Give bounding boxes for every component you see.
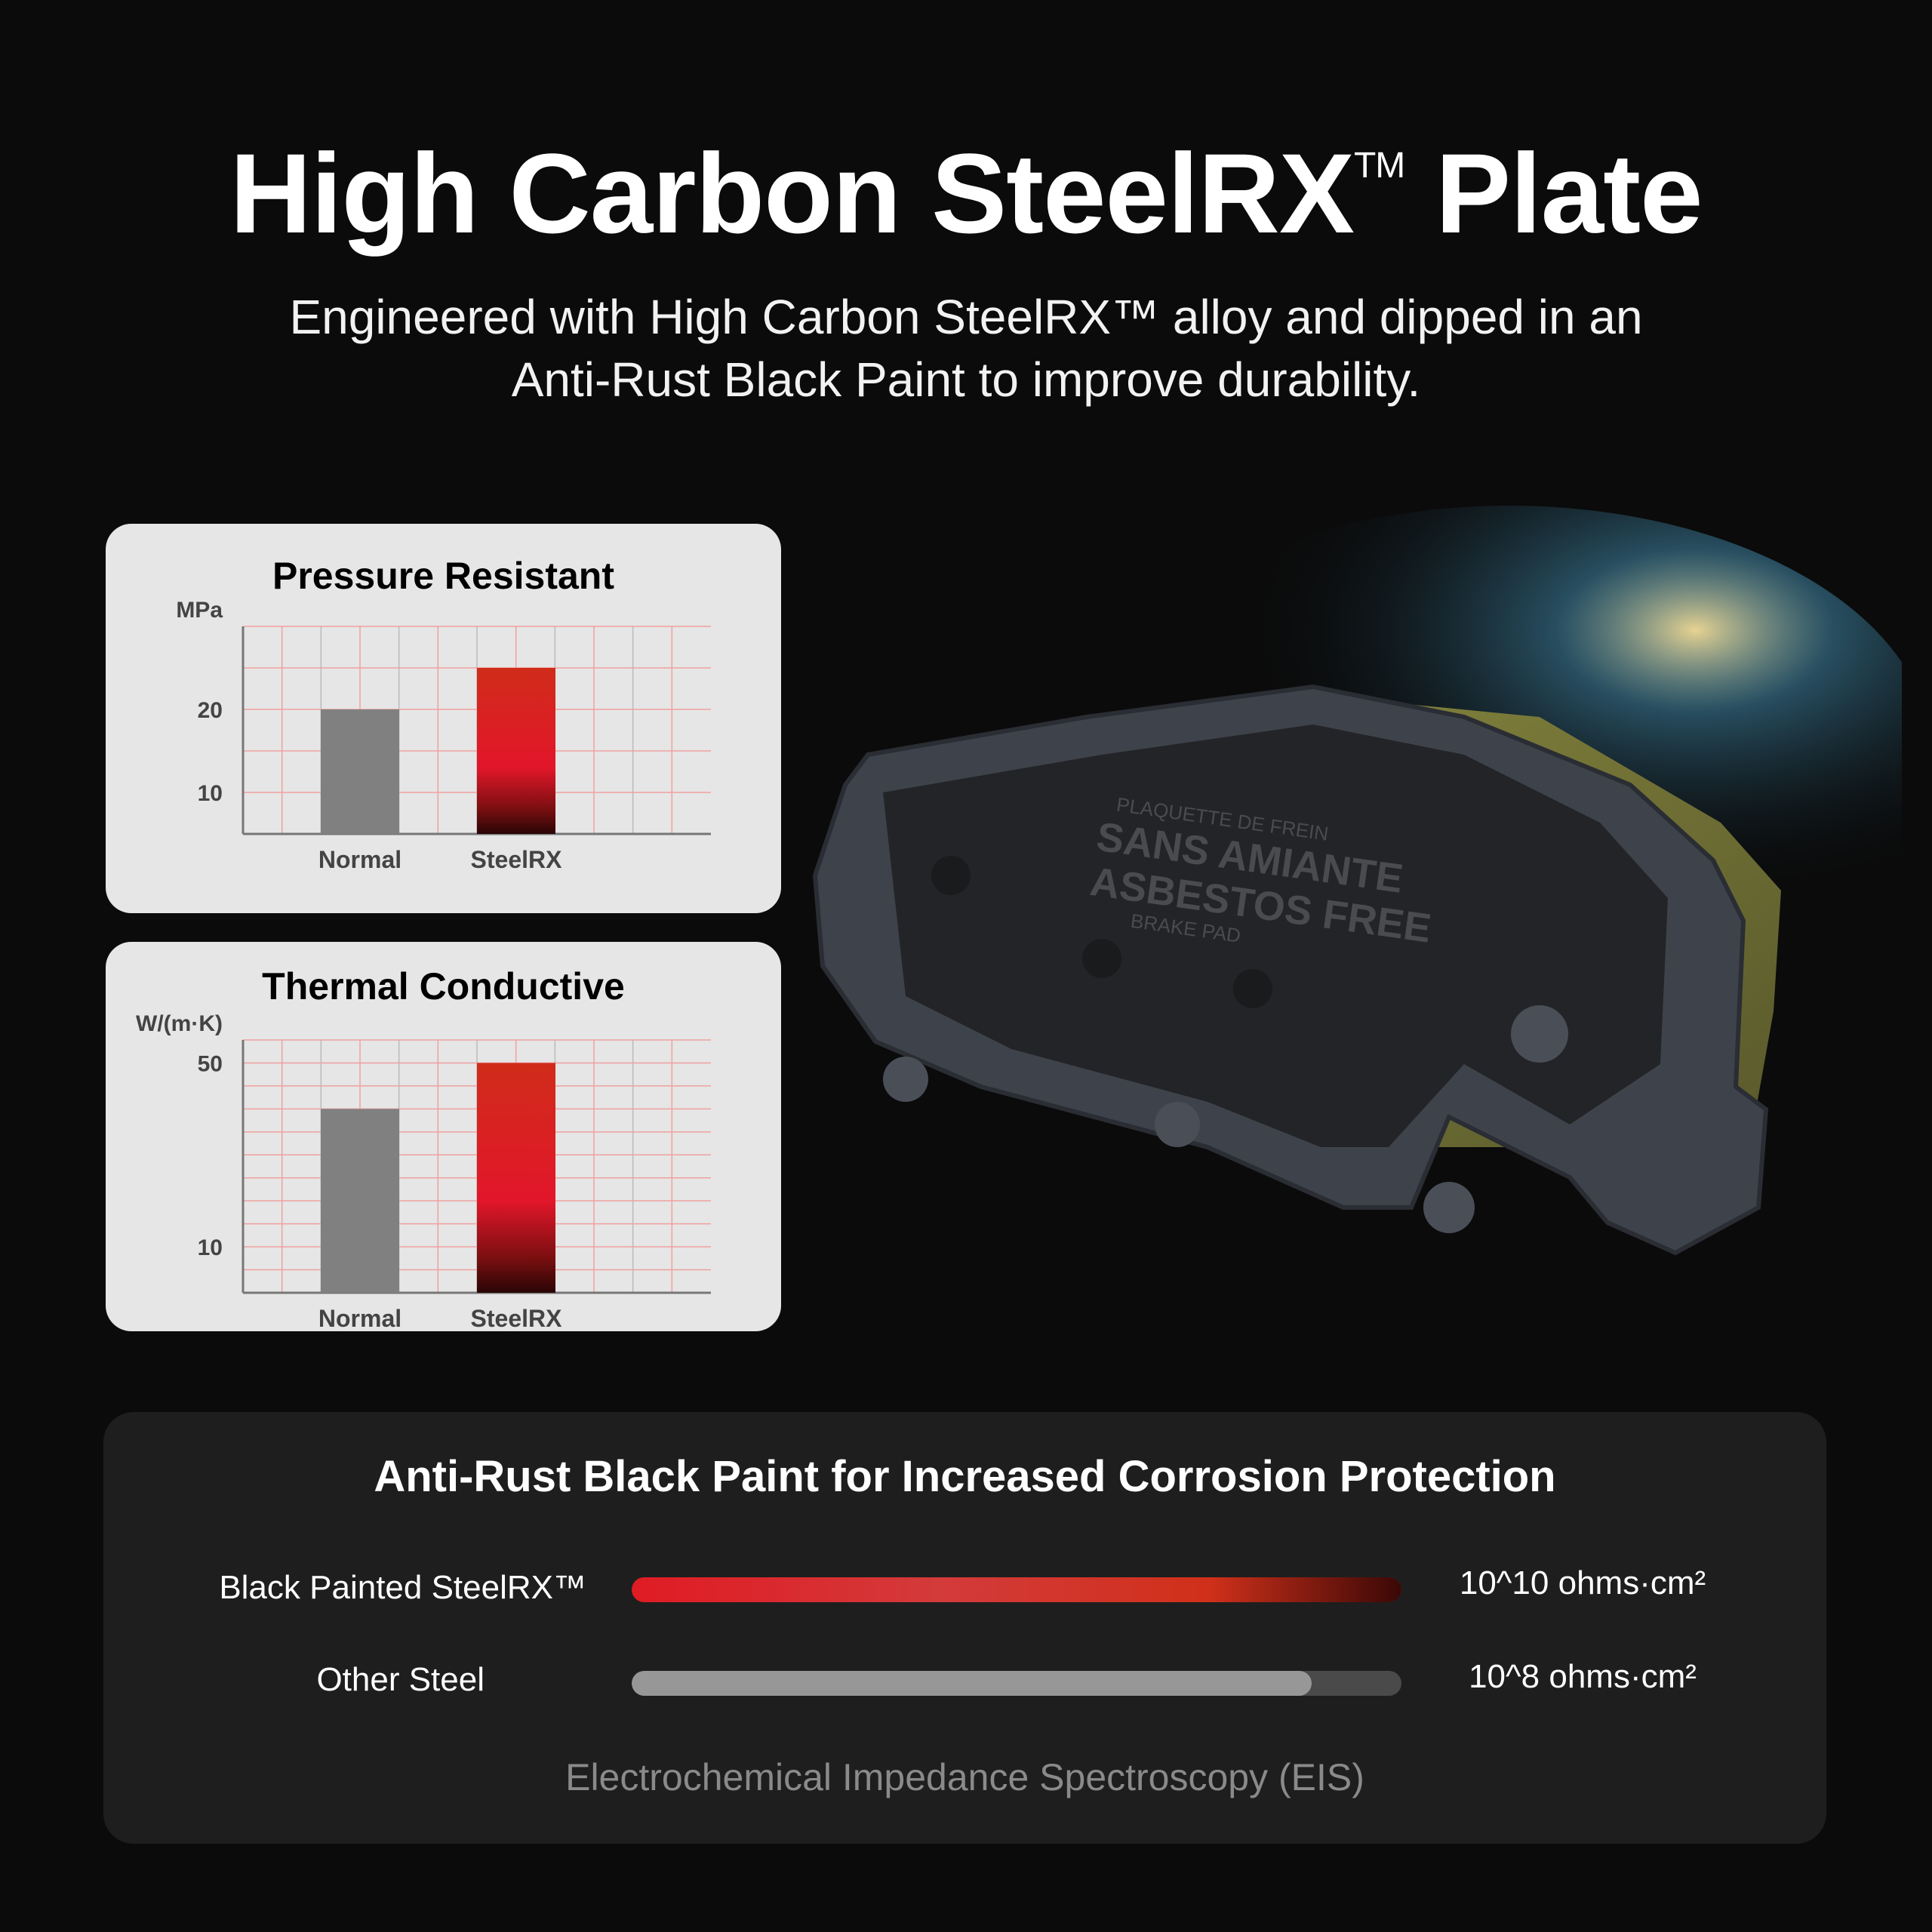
y-tick-label: 10 [198, 781, 223, 806]
bar-normal [321, 1109, 399, 1293]
page-title: High Carbon SteelRXTM Plate [0, 128, 1932, 259]
chart-title: Pressure Resistant [272, 555, 614, 597]
row-value-steelrx: 10^10 ohms·cm² [1459, 1564, 1706, 1601]
y-axis-label: MPa [176, 598, 223, 623]
row-value-other-steel: 10^8 ohms·cm² [1469, 1658, 1697, 1695]
x-tick-label: Normal [318, 846, 401, 873]
pressure-chart: MPa 10 20 Normal SteelRX [176, 598, 711, 873]
bar-steelrx [477, 1063, 555, 1293]
y-tick-label: 50 [198, 1051, 223, 1076]
x-tick-label: Normal [318, 1305, 401, 1331]
corrosion-title: Anti-Rust Black Paint for Increased Corr… [374, 1452, 1556, 1501]
row-label-steelrx: Black Painted SteelRX™ [219, 1569, 586, 1606]
subtitle-line-1: Engineered with High Carbon SteelRX™ all… [289, 290, 1643, 344]
subtitle-line-2: Anti-Rust Black Paint to improve durabil… [511, 352, 1421, 407]
title-end: Plate [1435, 130, 1703, 257]
y-axis-label: W/(m·K) [136, 1011, 223, 1036]
bar-fill [632, 1671, 1312, 1696]
title-main: High Carbon SteelRX [229, 130, 1354, 257]
bar-normal [321, 709, 399, 834]
row-label-other-steel: Other Steel [316, 1661, 485, 1698]
bar-fill [632, 1577, 1401, 1602]
impedance-bar-other-steel [632, 1671, 1401, 1696]
y-tick-label: 10 [198, 1235, 223, 1260]
bar-steelrx [477, 668, 555, 834]
chart-title: Thermal Conductive [262, 965, 625, 1008]
x-tick-label: SteelRX [471, 1305, 563, 1331]
caption: Electrochemical Impedance Spectroscopy (… [565, 1756, 1364, 1798]
corrosion-panel: Anti-Rust Black Paint for Increased Corr… [103, 1412, 1826, 1844]
trademark: TM [1353, 146, 1405, 186]
y-tick-label: 20 [198, 698, 223, 723]
impedance-bar-steelrx [632, 1577, 1401, 1602]
thermal-chart-card: W/(m·K) 10 50 Normal SteelRX Thermal Conduct… [106, 942, 781, 1331]
thermal-chart: W/(m·K) 10 50 Normal SteelRX [136, 1011, 711, 1331]
pressure-chart-card: MPa 10 20 Normal SteelRX Pressure Resistant [106, 524, 781, 913]
x-tick-label: SteelRX [471, 846, 563, 873]
brake-pad-image: PLAQUETTE DE FREIN SANS AMIANTE ASBESTOS… [812, 506, 1902, 1256]
